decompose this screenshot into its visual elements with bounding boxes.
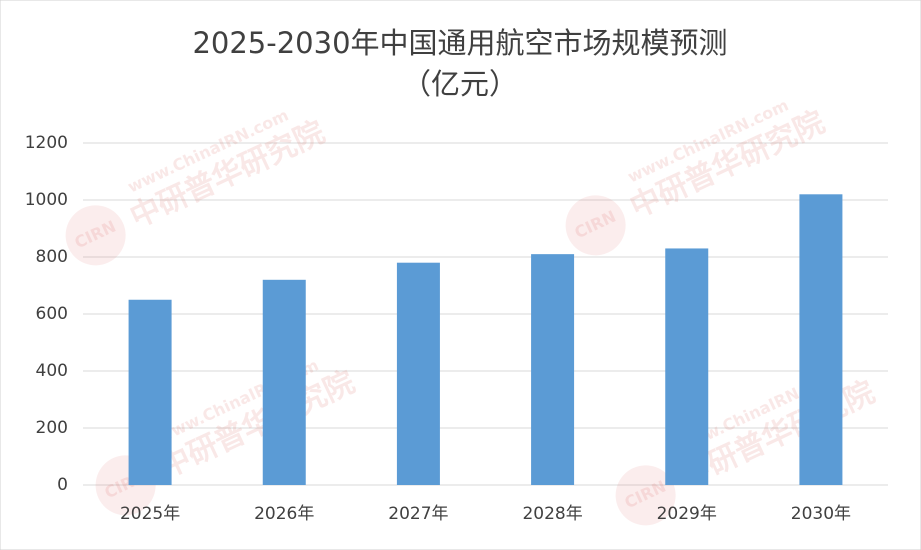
y-tick-label: 600 [36, 304, 68, 324]
y-tick-label: 400 [36, 361, 68, 381]
y-tick-label: 0 [57, 475, 68, 495]
y-tick-label: 200 [36, 418, 68, 438]
x-tick-label: 2029年 [657, 504, 717, 524]
bar [128, 299, 172, 485]
y-tick-label: 1200 [25, 133, 68, 153]
y-tick-label: 1000 [25, 190, 68, 210]
bar [531, 254, 575, 485]
watermark-logo [615, 465, 676, 526]
y-tick-label: 800 [36, 247, 68, 267]
watermark-logo [65, 205, 126, 266]
x-tick-label: 2028年 [522, 504, 582, 524]
x-tick-label: 2026年 [254, 504, 314, 524]
x-tick-label: 2030年 [791, 504, 851, 524]
chart-subtitle: （亿元） [402, 67, 518, 101]
chart-title: 2025-2030年中国通用航空市场规模预测 [192, 26, 727, 60]
bar [665, 248, 709, 485]
bar [396, 262, 440, 485]
watermark-logo [565, 195, 626, 256]
bar [799, 194, 843, 486]
x-tick-label: 2027年 [388, 504, 448, 524]
x-tick-label: 2025年 [120, 504, 180, 524]
bar [262, 279, 306, 485]
